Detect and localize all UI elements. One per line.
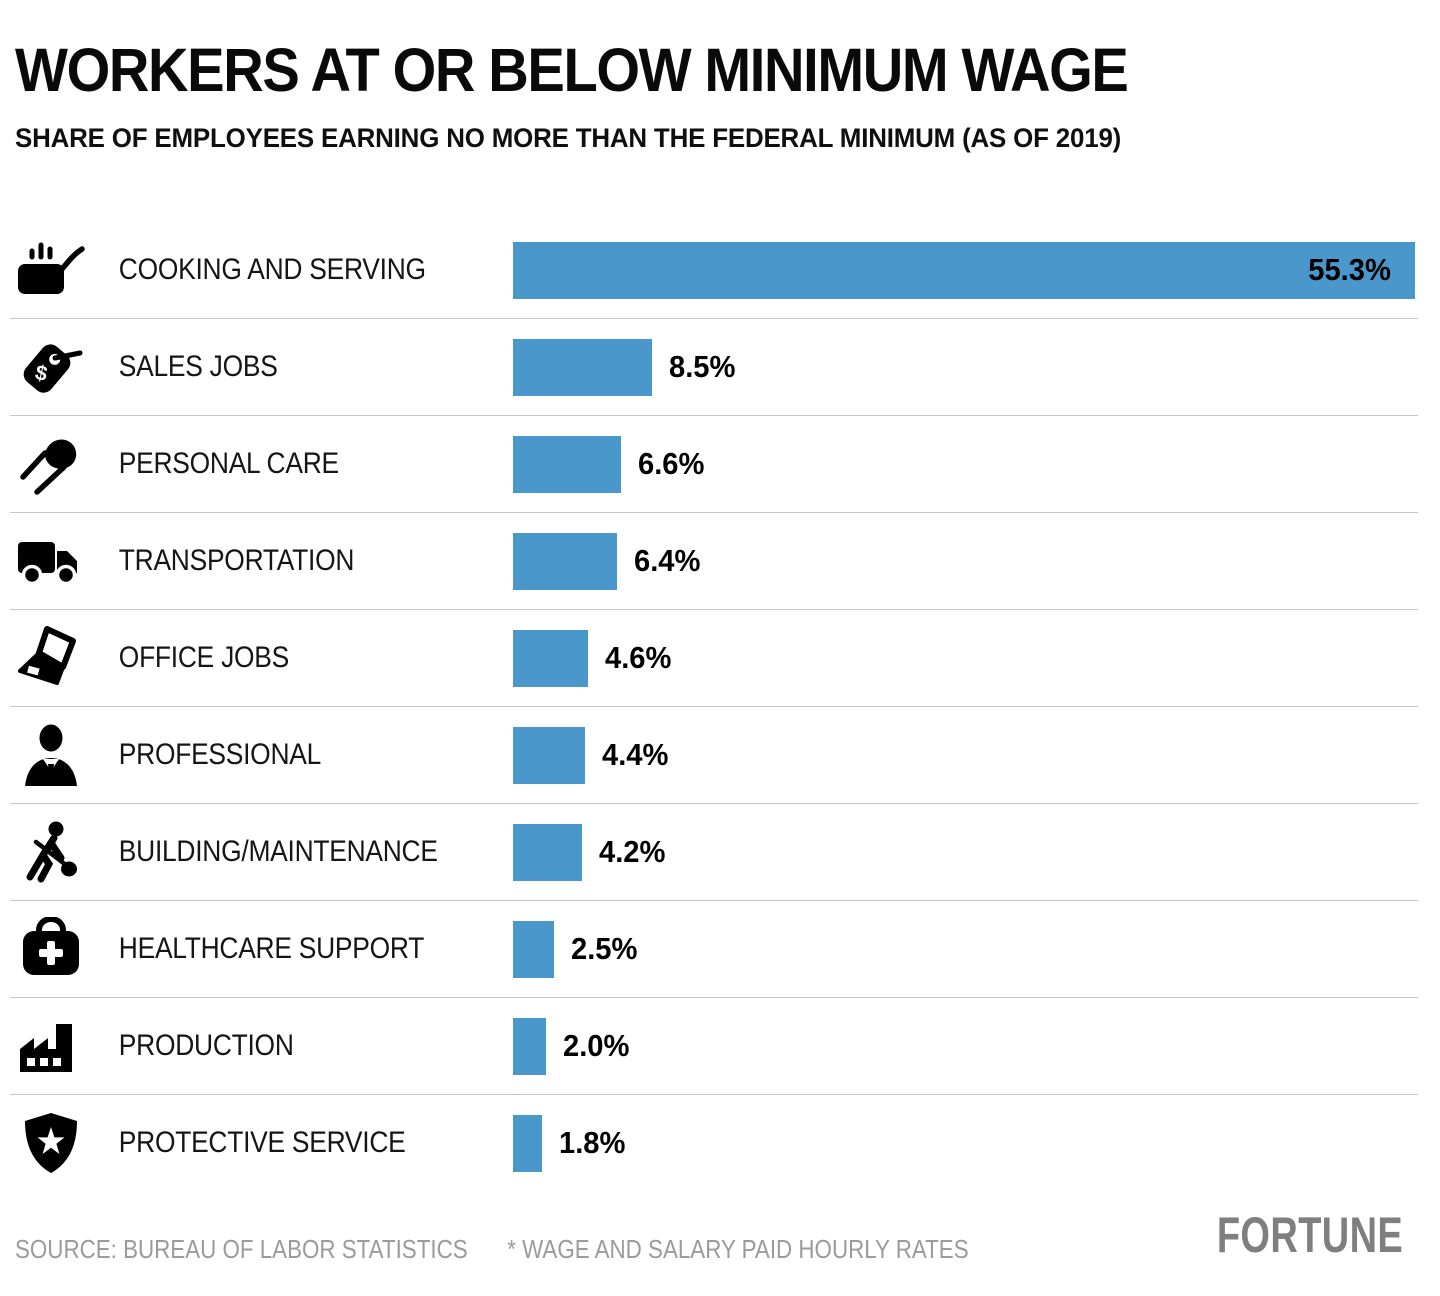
value-label: 8.5%: [669, 349, 736, 384]
category-label: BUILDING/MAINTENANCE: [118, 835, 438, 868]
cooking-pot-icon: [10, 238, 110, 302]
category-label: TRANSPORTATION: [118, 544, 355, 577]
bar: [513, 629, 588, 687]
medical-bag-icon: [10, 917, 110, 981]
chart-row: PROFESSIONAL 4.4%: [10, 707, 1418, 804]
value-label: 1.8%: [559, 1125, 626, 1160]
chart-row: TRANSPORTATION 6.4%: [10, 513, 1418, 610]
bar-area: 6.4%: [513, 532, 1418, 590]
bar-area: 55.3%: [513, 241, 1418, 299]
page-subtitle: SHARE OF EMPLOYEES EARNING NO MORE THAN …: [15, 123, 1122, 153]
bar-area: 4.2%: [513, 823, 1418, 881]
value-label: 6.6%: [638, 446, 705, 481]
value-label: 6.4%: [634, 543, 701, 578]
bar-area: 2.5%: [513, 920, 1418, 978]
category-label: PERSONAL CARE: [118, 447, 339, 480]
chart-header: WORKERS AT OR BELOW MINIMUM WAGE SHARE O…: [15, 40, 1425, 154]
bar: [513, 726, 585, 784]
value-label: 4.4%: [602, 737, 669, 772]
bar-area: 8.5%: [513, 338, 1418, 396]
price-tag-icon: $: [10, 335, 110, 399]
fortune-logo: FORTUNE: [1216, 1207, 1403, 1263]
hand-mirror-icon: [10, 432, 110, 496]
source-line: SOURCE: BUREAU OF LABOR STATISTICS * WAGE…: [15, 1234, 969, 1265]
business-person-icon: [10, 723, 110, 787]
category-label: OFFICE JOBS: [118, 641, 289, 674]
bar-area: 6.6%: [513, 435, 1418, 493]
category-label: PROTECTIVE SERVICE: [118, 1126, 406, 1159]
value-label: 2.5%: [571, 931, 638, 966]
bar: 55.3%: [513, 241, 1415, 299]
bar-chart: COOKING AND SERVING 55.3% $ SALES JOBS 8.5% P…: [10, 222, 1418, 1191]
category-label: SALES JOBS: [118, 350, 278, 383]
chart-row: PERSONAL CARE 6.6%: [10, 416, 1418, 513]
footnote: * WAGE AND SALARY PAID HOURLY RATES: [507, 1234, 969, 1264]
svg-text:$: $: [33, 361, 50, 386]
chart-row: COOKING AND SERVING 55.3%: [10, 222, 1418, 319]
shield-star-icon: [10, 1111, 110, 1175]
chart-row: HEALTHCARE SUPPORT 2.5%: [10, 901, 1418, 998]
truck-icon: [10, 529, 110, 593]
chart-row: PROTECTIVE SERVICE 1.8%: [10, 1095, 1418, 1191]
category-label: COOKING AND SERVING: [118, 253, 426, 286]
category-label: HEALTHCARE SUPPORT: [118, 932, 425, 965]
bar: [513, 1114, 542, 1172]
laptop-icon: [10, 626, 110, 690]
bar-area: 4.4%: [513, 726, 1418, 784]
bar: [513, 435, 621, 493]
value-label: 4.2%: [599, 834, 666, 869]
page-title: WORKERS AT OR BELOW MINIMUM WAGE: [15, 36, 1129, 104]
bar-area: 4.6%: [513, 629, 1418, 687]
chart-row: $ SALES JOBS 8.5%: [10, 319, 1418, 416]
chart-row: PRODUCTION 2.0%: [10, 998, 1418, 1095]
bar: [513, 532, 617, 590]
source-note: SOURCE: BUREAU OF LABOR STATISTICS: [15, 1234, 468, 1264]
bar-area: 2.0%: [513, 1017, 1418, 1075]
category-label: PRODUCTION: [118, 1029, 294, 1062]
chart-row: BUILDING/MAINTENANCE 4.2%: [10, 804, 1418, 901]
factory-icon: [10, 1014, 110, 1078]
bar: [513, 338, 652, 396]
bar: [513, 920, 554, 978]
value-label: 4.6%: [605, 640, 672, 675]
value-label: 2.0%: [563, 1028, 630, 1063]
bar-area: 1.8%: [513, 1114, 1418, 1172]
value-label: 55.3%: [1308, 252, 1391, 287]
category-label: PROFESSIONAL: [118, 738, 322, 771]
bar: [513, 1017, 546, 1075]
chart-row: OFFICE JOBS 4.6%: [10, 610, 1418, 707]
worker-shovel-icon: [10, 820, 110, 884]
bar: [513, 823, 582, 881]
